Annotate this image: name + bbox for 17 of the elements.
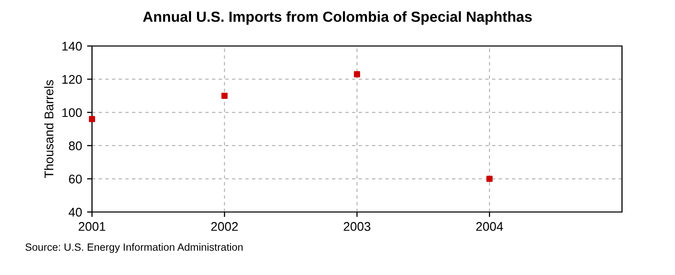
y-tick-label: 120 [62,75,82,84]
x-tick-label: 2004 [476,222,504,231]
chart-title: Annual U.S. Imports from Colombia of Special Naphthas [143,11,532,25]
x-tick-label: 2003 [344,222,370,231]
point [354,71,360,78]
y-tick-label: 40 [68,208,82,217]
point [88,116,96,122]
y-axis-title: Thousand Barrels [44,80,54,178]
y-tick-label: 140 [62,42,82,51]
point [486,176,493,182]
y-tick-label: 60 [69,174,82,184]
x-tick-label: 2001 [78,222,106,231]
y-tick-label: 100 [62,108,82,118]
y-tick-label: 80 [68,141,82,150]
source-note: Source: U.S. Energy Information Administration [25,243,243,253]
point [221,92,228,99]
x-tick-label: 2002 [211,222,238,231]
